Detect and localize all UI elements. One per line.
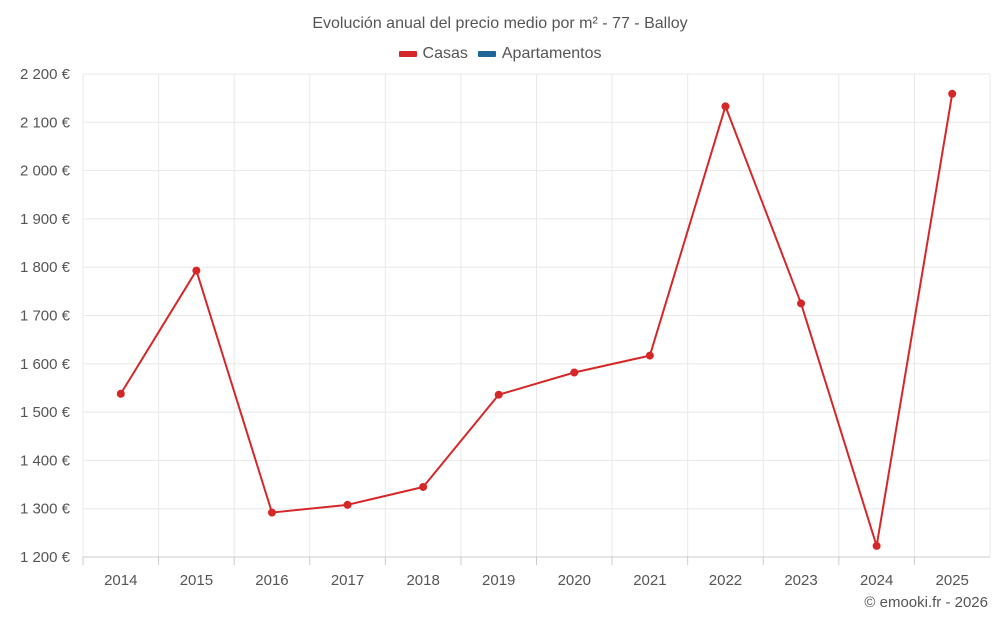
y-tick-label: 1 500 €	[20, 404, 71, 421]
x-tick-label: 2015	[180, 572, 213, 589]
x-tick-label: 2014	[104, 572, 137, 589]
series-line-casas	[119, 93, 954, 547]
x-tick-label: 2023	[784, 572, 817, 589]
x-tick-label: 2017	[331, 572, 364, 589]
x-tick-label: 2018	[406, 572, 439, 589]
legend-label-casas: Casas	[422, 45, 468, 62]
x-tick-label: 2022	[709, 572, 742, 589]
y-tick-label: 2 100 €	[20, 114, 71, 131]
data-point	[797, 299, 806, 308]
y-tick-label: 1 600 €	[20, 356, 71, 373]
data-point	[116, 389, 125, 398]
y-tick-label: 1 200 €	[20, 549, 71, 566]
data-point	[872, 541, 881, 550]
y-tick-label: 1 400 €	[20, 452, 71, 469]
legend: Casas Apartamentos	[0, 45, 1000, 63]
chart-title: Evolución anual del precio medio por m² …	[312, 15, 688, 32]
y-tick-label: 1 800 €	[20, 259, 71, 276]
legend-swatch-casas	[398, 51, 417, 57]
credit-text: © emooki.fr - 2026	[864, 594, 988, 611]
data-point	[192, 266, 201, 275]
data-point	[419, 482, 428, 491]
x-tick-label: 2020	[558, 572, 591, 589]
data-point	[570, 368, 579, 377]
x-tick-label: 2016	[255, 572, 288, 589]
data-point	[645, 351, 654, 360]
data-point	[494, 390, 503, 399]
legend-label-apartamentos: Apartamentos	[501, 45, 602, 62]
y-tick-label: 2 200 €	[20, 66, 71, 83]
y-tick-label: 2 000 €	[20, 163, 71, 180]
x-tick-label: 2024	[860, 572, 893, 589]
y-tick-label: 1 700 €	[20, 308, 71, 325]
data-point	[948, 89, 957, 98]
data-point	[267, 508, 276, 517]
x-tick-label: 2021	[633, 572, 666, 589]
data-point	[721, 102, 730, 111]
data-point	[343, 500, 352, 509]
x-tick-label: 2025	[936, 572, 969, 589]
x-tick-label: 2019	[482, 572, 515, 589]
legend-item-apartamentos[interactable]: Apartamentos	[477, 45, 602, 63]
legend-swatch-apartamentos	[477, 51, 496, 57]
legend-item-casas[interactable]: Casas	[398, 45, 468, 63]
y-tick-label: 1 900 €	[20, 211, 71, 228]
y-tick-label: 1 300 €	[20, 501, 71, 518]
